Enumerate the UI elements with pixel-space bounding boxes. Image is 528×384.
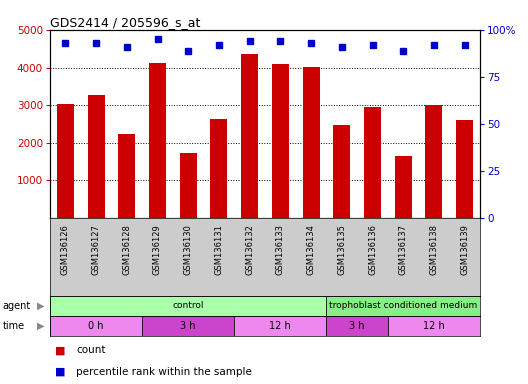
Bar (426, 105, 442, 218)
Text: 12 h: 12 h (423, 321, 445, 331)
Bar (57, 104, 74, 218)
Text: ■: ■ (55, 366, 66, 377)
Text: GSM136138: GSM136138 (429, 224, 438, 275)
Bar (88, 95, 105, 218)
Text: agent: agent (3, 301, 31, 311)
Bar (395, 156, 412, 218)
Text: ▶: ▶ (37, 301, 45, 311)
Bar (388, 316, 480, 336)
Text: 3 h: 3 h (181, 321, 196, 331)
Bar (326, 316, 388, 336)
Bar (180, 153, 196, 218)
Bar (50, 296, 326, 316)
Text: GDS2414 / 205596_s_at: GDS2414 / 205596_s_at (50, 16, 200, 29)
Bar (149, 63, 166, 218)
Text: GSM136135: GSM136135 (337, 224, 346, 275)
Text: ■: ■ (55, 345, 66, 356)
Text: count: count (77, 345, 106, 356)
Bar (456, 120, 473, 218)
Text: 12 h: 12 h (269, 321, 291, 331)
Text: GSM136136: GSM136136 (368, 224, 377, 275)
Text: percentile rank within the sample: percentile rank within the sample (77, 366, 252, 377)
Text: GSM136137: GSM136137 (399, 224, 408, 275)
Text: GSM136127: GSM136127 (91, 224, 100, 275)
Bar (241, 54, 258, 218)
Bar (50, 316, 142, 336)
Bar (211, 119, 228, 218)
Bar (118, 134, 135, 218)
Bar (303, 67, 319, 218)
Bar (333, 125, 350, 218)
Text: trophoblast conditioned medium: trophoblast conditioned medium (329, 301, 477, 311)
Text: ▶: ▶ (37, 321, 45, 331)
Bar (142, 316, 234, 336)
Text: GSM136128: GSM136128 (122, 224, 131, 275)
Text: GSM136139: GSM136139 (460, 224, 469, 275)
Text: GSM136129: GSM136129 (153, 224, 162, 275)
Bar (272, 64, 289, 218)
Bar (234, 316, 326, 336)
Text: time: time (3, 321, 25, 331)
Text: GSM136134: GSM136134 (307, 224, 316, 275)
Text: GSM136126: GSM136126 (61, 224, 70, 275)
Text: GSM136130: GSM136130 (184, 224, 193, 275)
Text: GSM136132: GSM136132 (245, 224, 254, 275)
Text: GSM136131: GSM136131 (214, 224, 223, 275)
Text: 0 h: 0 h (88, 321, 104, 331)
Bar (326, 296, 480, 316)
Text: GSM136133: GSM136133 (276, 224, 285, 275)
Text: control: control (173, 301, 204, 311)
Bar (364, 107, 381, 218)
Text: 3 h: 3 h (350, 321, 365, 331)
